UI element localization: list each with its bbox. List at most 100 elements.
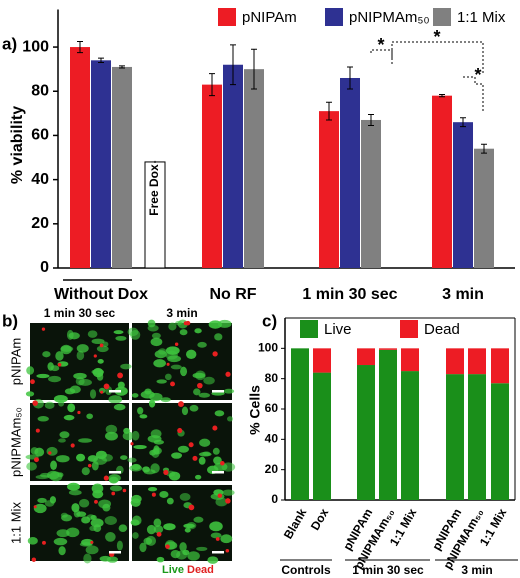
scale-bar <box>109 390 121 393</box>
dead-cell <box>151 492 156 497</box>
y-tick-label: 100 <box>258 341 278 355</box>
cell <box>189 404 199 412</box>
column-label: 1 min 30 sec <box>44 306 116 320</box>
cell <box>168 471 181 481</box>
cell <box>68 489 82 496</box>
dead-cell <box>212 425 218 431</box>
cell <box>194 328 202 334</box>
dead-cell <box>90 540 94 544</box>
group-label: Controls <box>281 563 331 577</box>
cell <box>163 523 176 531</box>
cell <box>153 525 164 534</box>
cell <box>81 467 90 476</box>
cell <box>97 359 104 364</box>
y-tick-label: 40 <box>31 171 49 188</box>
y-tick-label: 0 <box>40 259 49 276</box>
cell <box>120 455 128 460</box>
dead-cell <box>32 400 38 406</box>
cell <box>75 377 85 386</box>
cell <box>76 350 85 361</box>
cell <box>89 389 97 399</box>
cell <box>105 532 116 542</box>
cell <box>145 535 157 546</box>
cell <box>142 466 150 473</box>
legend-label: 1:1 Mix <box>457 9 506 26</box>
cell <box>42 351 51 358</box>
cell <box>164 373 172 381</box>
cell <box>184 527 191 533</box>
cell <box>187 551 200 561</box>
bar-segment <box>401 348 419 372</box>
legend-label: Live <box>324 321 352 338</box>
dead-cell <box>212 351 218 357</box>
bar <box>91 60 111 268</box>
cell <box>36 373 50 379</box>
cell <box>156 556 165 563</box>
legend-live: Live <box>162 564 184 576</box>
cell <box>202 451 211 456</box>
cell <box>183 523 195 529</box>
cell <box>105 424 118 434</box>
cell <box>214 410 225 417</box>
cell <box>222 489 235 496</box>
cell <box>151 332 161 339</box>
row-label: pNIPAm <box>8 338 23 385</box>
cell <box>180 366 188 377</box>
cell <box>130 329 141 340</box>
bar <box>361 119 381 268</box>
cell <box>217 319 232 328</box>
cell <box>115 335 127 341</box>
cell <box>179 329 188 336</box>
x-tick-label: Without Dox <box>54 286 148 303</box>
cell <box>131 463 141 471</box>
cell <box>153 359 166 368</box>
bar <box>70 47 90 268</box>
cell <box>79 542 93 547</box>
dead-cell <box>197 382 203 389</box>
micrograph <box>127 319 235 403</box>
cell <box>156 379 167 384</box>
bar-segment <box>313 372 331 500</box>
x-tick-label: Blank <box>281 506 310 542</box>
y-tick-label: 80 <box>265 371 279 385</box>
cell <box>102 503 111 512</box>
cell <box>213 456 222 465</box>
cell <box>144 388 152 395</box>
cell <box>73 372 87 380</box>
cell <box>64 388 76 395</box>
cell <box>139 414 148 419</box>
bar-segment <box>401 371 419 500</box>
cell <box>149 392 163 402</box>
micrograph <box>127 399 236 481</box>
legend-swatch <box>300 320 318 338</box>
cell <box>110 485 123 492</box>
dead-cell <box>225 498 231 504</box>
cell <box>58 546 66 556</box>
dead-cell <box>57 362 62 367</box>
dead-cell <box>166 362 170 366</box>
cell <box>78 438 93 443</box>
scale-bar <box>212 471 224 474</box>
cell <box>196 546 208 551</box>
micrograph <box>25 398 135 484</box>
cell <box>91 338 105 345</box>
cell <box>104 516 117 525</box>
cell <box>49 471 63 482</box>
bar <box>453 122 473 268</box>
bar-segment <box>491 348 509 384</box>
cell <box>25 391 35 397</box>
dead-cell <box>188 504 195 511</box>
cell <box>120 363 132 370</box>
cell <box>168 322 177 331</box>
cell <box>132 532 139 539</box>
group-label: 3 min <box>461 563 492 577</box>
cell <box>55 351 64 361</box>
dead-cell <box>225 548 230 553</box>
cell <box>177 445 189 453</box>
cell <box>53 537 68 546</box>
dead-cell <box>122 488 127 493</box>
legend-label: pNIPAm <box>242 9 297 26</box>
cell <box>215 497 228 507</box>
panel-label: c) <box>262 311 277 330</box>
